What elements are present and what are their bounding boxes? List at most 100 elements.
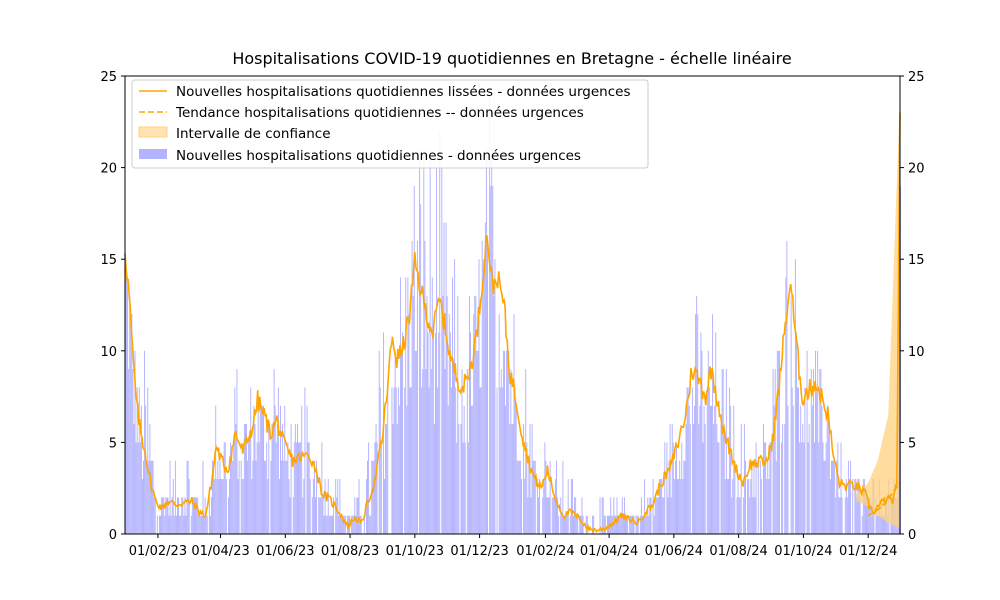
daily-bar [674, 460, 676, 534]
daily-bar [352, 515, 354, 534]
daily-bar [236, 369, 238, 534]
daily-bar [718, 442, 720, 534]
daily-bar [861, 515, 863, 534]
daily-bar [205, 515, 207, 534]
daily-bar [509, 424, 511, 534]
daily-bar [268, 424, 270, 534]
daily-bar [731, 497, 733, 534]
daily-bar [136, 387, 138, 534]
daily-bar [479, 387, 481, 534]
daily-bar [498, 314, 500, 534]
daily-bar [501, 387, 503, 534]
daily-bar [656, 497, 658, 534]
daily-bar [309, 479, 311, 534]
daily-bar [313, 460, 315, 534]
daily-bar [273, 369, 275, 534]
daily-bar [213, 460, 215, 534]
daily-bar [668, 460, 670, 534]
daily-bar [428, 387, 430, 534]
daily-bar [247, 460, 249, 534]
daily-bar [840, 442, 842, 534]
daily-bar [259, 405, 261, 534]
daily-bar [689, 424, 691, 534]
daily-bar [367, 460, 369, 534]
daily-bar [483, 259, 485, 534]
confidence-interval-area [856, 94, 900, 529]
daily-bar [372, 460, 374, 534]
daily-bar [163, 497, 165, 534]
y-tick-label-right: 15 [908, 253, 925, 268]
daily-bar [814, 442, 815, 534]
daily-bar [571, 479, 573, 534]
daily-bar [767, 460, 769, 534]
daily-bar [815, 350, 817, 534]
daily-bar [739, 497, 741, 534]
daily-bar [810, 369, 812, 534]
daily-bar [616, 497, 618, 534]
x-tick-label: 01/02/23 [129, 544, 187, 559]
legend-swatch-bars [139, 149, 167, 159]
daily-bar [158, 515, 160, 534]
daily-bar [835, 497, 837, 534]
daily-bar [769, 442, 771, 534]
daily-bar [565, 515, 567, 534]
daily-bar [672, 442, 674, 534]
daily-bar [449, 332, 451, 534]
daily-bar [832, 460, 834, 534]
daily-bar [632, 515, 634, 534]
daily-bar [476, 350, 478, 534]
legend-swatch-ci [138, 126, 168, 138]
daily-bar [707, 350, 709, 534]
daily-bar [386, 424, 388, 534]
daily-bar [648, 515, 650, 534]
x-tick-label: 01/04/23 [191, 544, 249, 559]
daily-bar [485, 149, 487, 534]
daily-bar [615, 515, 617, 534]
daily-bar [143, 460, 145, 534]
daily-bar [654, 497, 656, 534]
daily-bar [666, 442, 668, 534]
daily-bar [315, 497, 316, 534]
daily-bar [630, 515, 632, 534]
daily-bar [822, 442, 824, 534]
daily-bar [131, 314, 133, 534]
daily-bar [655, 497, 657, 534]
daily-bar [169, 460, 171, 534]
daily-bar [839, 497, 841, 534]
daily-bar [544, 442, 546, 534]
daily-bar [514, 387, 516, 534]
daily-bar [232, 460, 234, 534]
daily-bar [165, 497, 167, 534]
daily-bar [161, 497, 163, 534]
daily-bar [847, 460, 849, 534]
daily-bar [517, 460, 519, 534]
daily-bar [435, 332, 436, 534]
daily-bar [274, 405, 276, 534]
daily-bar [798, 387, 800, 534]
daily-bar [290, 424, 292, 534]
daily-bar [135, 442, 137, 534]
y-tick-label-left: 20 [100, 162, 117, 177]
daily-bar [401, 350, 402, 534]
legend-label-ci: Intervalle de confiance [176, 126, 331, 142]
daily-bar [264, 460, 266, 534]
daily-bar [784, 424, 786, 534]
daily-bar [415, 350, 417, 534]
daily-bar [834, 460, 836, 534]
daily-bar [436, 167, 438, 534]
daily-bar [692, 424, 694, 534]
daily-bar [443, 222, 445, 534]
daily-bar [697, 314, 699, 534]
daily-bar [186, 460, 188, 534]
daily-bar [529, 424, 531, 534]
daily-bar [437, 387, 439, 534]
daily-bar [355, 515, 357, 534]
daily-bar [723, 424, 725, 534]
daily-bar [722, 369, 724, 534]
daily-bar [354, 497, 356, 534]
daily-bar [613, 497, 615, 534]
daily-bar [523, 424, 525, 534]
daily-bar [542, 497, 544, 534]
daily-bar [490, 185, 492, 535]
daily-bar [224, 442, 226, 534]
